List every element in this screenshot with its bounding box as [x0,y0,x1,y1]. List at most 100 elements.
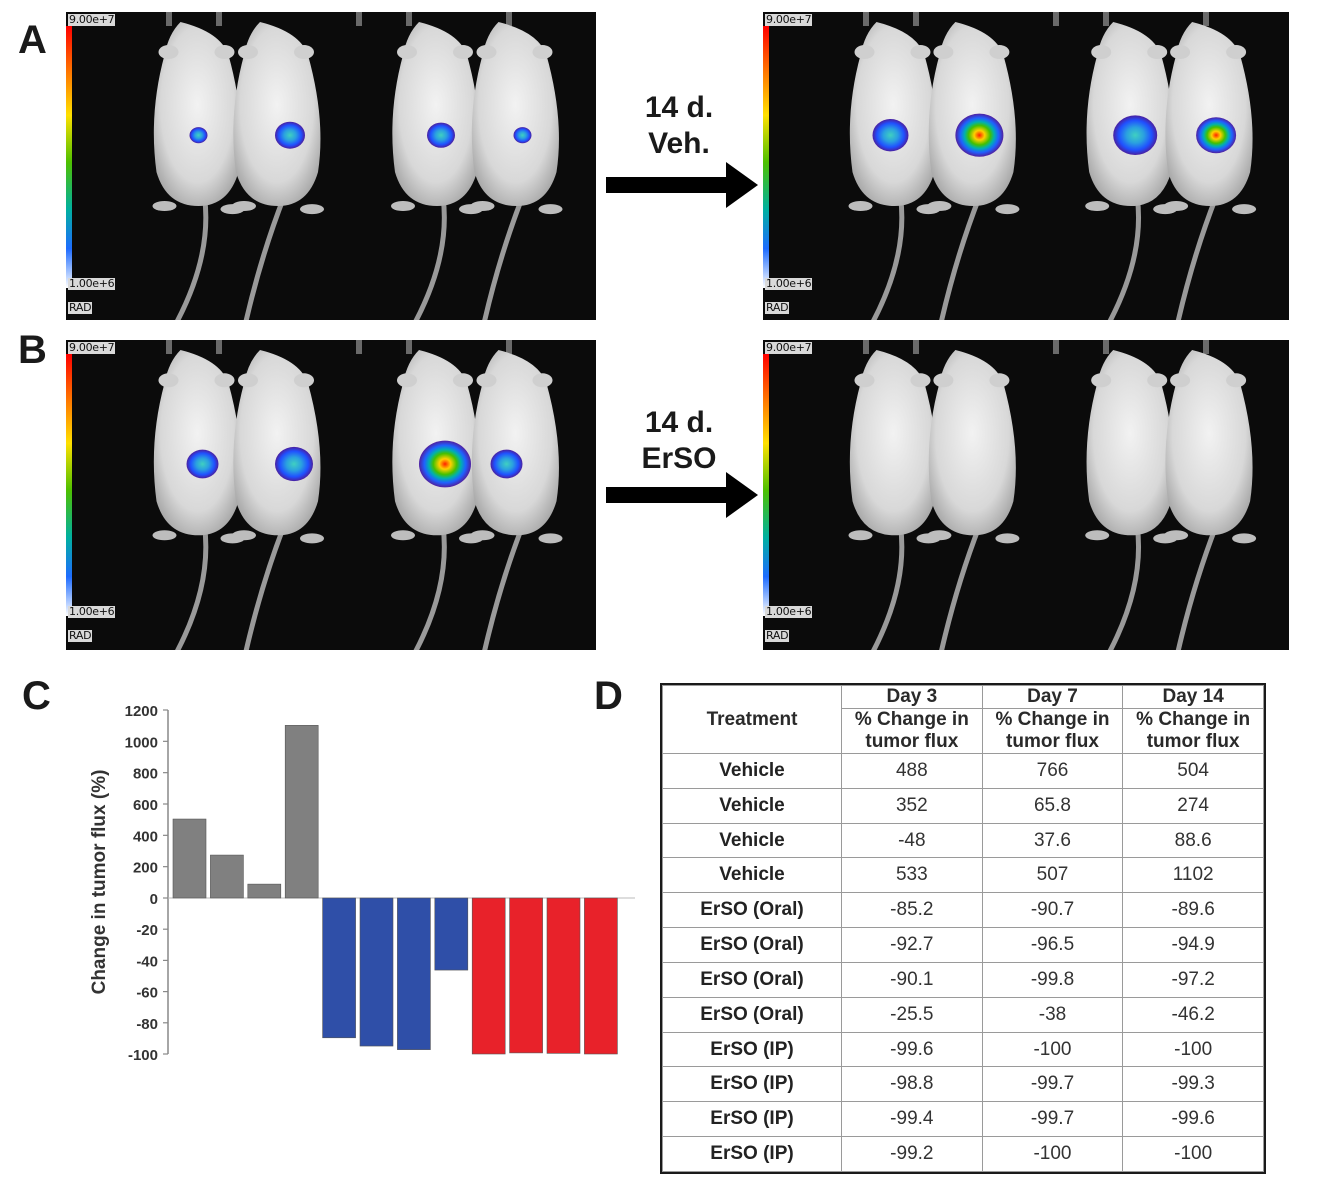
day14-value: 274 [1122,787,1264,824]
table-row: ErSO (IP) -99.4 -99.7 -99.6 [662,1101,1264,1138]
bar [284,725,319,899]
treatment-cell: Vehicle [662,787,842,824]
day7-value: -100 [981,1136,1124,1172]
bar [172,818,207,899]
subheader-line2: tumor flux [981,731,1124,754]
color-scale-bar [66,26,72,288]
treatment-cell: ErSO (IP) [662,1066,842,1103]
color-scale-bar [66,354,72,616]
table-row: ErSO (IP) -99.6 -100 -100 [662,1031,1264,1068]
panel-label-c: C [22,674,51,718]
day14-value: -100 [1122,1136,1264,1172]
y-tick-label: 400 [133,828,158,845]
bioluminescence-image-b-before: 9.00e+7 1.00e+6 RAD [66,340,596,650]
color-scale-bar [763,354,769,616]
arrow-vehicle-line2: Veh. [648,127,710,160]
day3-value: -99.6 [841,1031,983,1068]
day7-value: -99.7 [981,1066,1124,1103]
arrow-erso-line2: ErSO [641,442,717,475]
scale-unit-label: RAD [765,301,790,314]
bioluminescence-image-b-after: 9.00e+7 1.00e+6 RAD [763,340,1289,650]
y-tick-label: -100 [128,1047,158,1064]
day14-value: 1102 [1122,857,1264,894]
bioluminescence-image-a-before: 9.00e+7 1.00e+6 RAD [66,12,596,320]
scale-unit-label: RAD [68,629,93,642]
panel-label-d: D [594,674,623,718]
bar [509,897,543,1054]
subheader-line1: % Change in [1122,708,1264,731]
day3-value: -99.2 [841,1136,983,1172]
treatment-cell: ErSO (IP) [662,1136,842,1172]
scale-max-label: 9.00e+7 [68,341,116,354]
table-row: ErSO (Oral) -85.2 -90.7 -89.6 [662,892,1264,929]
table-row: ErSO (IP) -98.8 -99.7 -99.3 [662,1066,1264,1103]
bar [210,854,244,899]
table-row: Vehicle -48 37.6 88.6 [662,822,1264,859]
treatment-cell: ErSO (Oral) [662,892,842,929]
arrow-vehicle: 14 d. Veh. [600,90,760,220]
day7-value: 507 [981,857,1124,894]
day7-value: -100 [981,1031,1124,1068]
bar [584,897,618,1055]
day3-value: -85.2 [841,892,983,929]
subheader-line2: tumor flux [841,731,983,754]
y-tick-label: 1200 [125,703,158,720]
color-scale-bar [763,26,769,288]
treatment-header: Treatment [662,685,842,754]
tumor-flux-table: Treatment Day 3 Day 7 Day 14 % Change in… [660,683,1266,1174]
day14-value: -46.2 [1122,996,1264,1033]
table-row: Vehicle 533 507 1102 [662,857,1264,894]
subheader-line1: % Change in [981,708,1124,731]
scale-max-label: 9.00e+7 [68,13,116,26]
treatment-cell: ErSO (IP) [662,1031,842,1068]
right-arrow-icon [606,472,758,518]
bar [434,897,469,971]
mice-illustration [848,12,1257,320]
mice-illustration [152,12,563,320]
day3-value: 352 [841,787,983,824]
treatment-cell: Vehicle [662,822,842,859]
bar [397,897,431,1050]
scale-max-label: 9.00e+7 [765,341,813,354]
day14-value: -97.2 [1122,961,1264,998]
day3-value: 533 [841,857,983,894]
day7-value: -99.8 [981,961,1124,998]
scale-min-label: 1.00e+6 [68,277,116,290]
day14-header: Day 14 [1122,685,1264,709]
day14-value: -99.3 [1122,1066,1264,1103]
day3-value: -99.4 [841,1101,983,1138]
bar-chart-svg: Change in tumor flux (%) 0 200 400 600 800 100… [89,703,635,1064]
scale-unit-label: RAD [765,629,790,642]
y-axis-label: Change in tumor flux (%) [89,770,110,995]
day14-value: 88.6 [1122,822,1264,859]
day3-value: -90.1 [841,961,983,998]
y-tick-label: -60 [136,985,158,1002]
day7-value: 65.8 [981,787,1124,824]
bar [322,897,356,1039]
table-row: Vehicle 488 766 504 [662,753,1264,789]
table-row: ErSO (Oral) -90.1 -99.8 -97.2 [662,961,1264,998]
day7-value: 766 [981,753,1124,789]
y-tick-label: 1000 [125,734,158,751]
scale-unit-label: RAD [68,301,93,314]
scale-min-label: 1.00e+6 [765,277,813,290]
arrow-vehicle-line1: 14 d. [644,91,714,124]
mice-illustration [848,340,1257,650]
treatment-cell: Vehicle [662,857,842,894]
treatment-cell: ErSO (Oral) [662,961,842,998]
bar [546,897,581,1054]
treatment-cell: ErSO (IP) [662,1101,842,1138]
day7-value: -90.7 [981,892,1124,929]
arrow-erso-line1: 14 d. [644,406,714,439]
y-tick-label: 0 [150,891,158,908]
y-tick-label: -80 [136,1016,158,1033]
day3-value: -48 [841,822,983,859]
day3-value: -25.5 [841,996,983,1033]
day14-value: -94.9 [1122,927,1264,963]
treatment-cell: Vehicle [662,753,842,789]
arrow-erso: 14 d. ErSO [600,405,760,525]
day7-value: -96.5 [981,927,1124,963]
subheader-line1: % Change in [841,708,983,731]
bioluminescence-image-a-after: 9.00e+7 1.00e+6 RAD [763,12,1289,320]
day3-value: 488 [841,753,983,789]
